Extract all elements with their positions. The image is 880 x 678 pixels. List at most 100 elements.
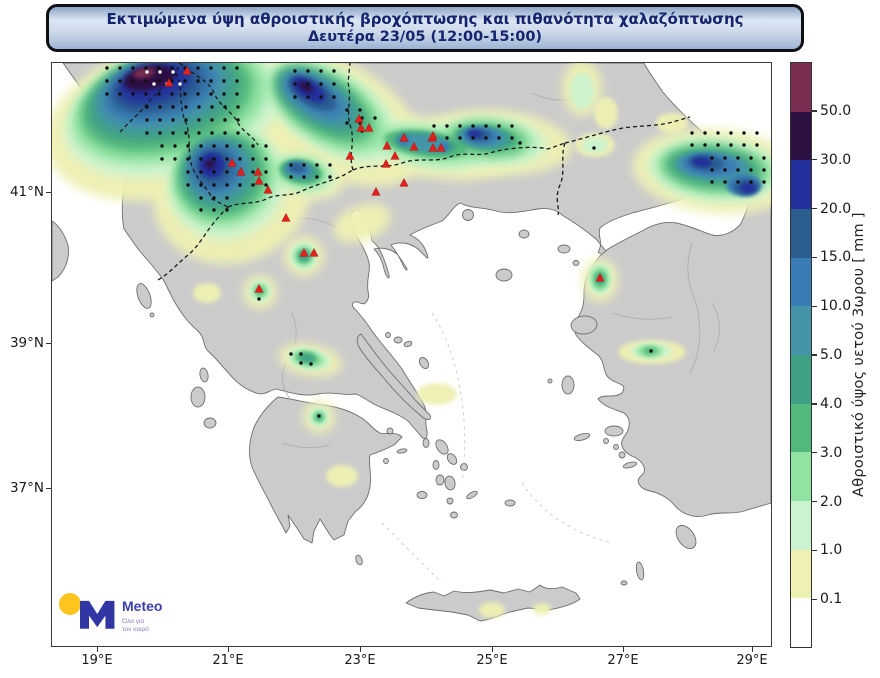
precip-blob bbox=[570, 73, 594, 109]
grid-dot bbox=[736, 156, 739, 159]
grid-dot bbox=[306, 69, 309, 72]
grid-dot bbox=[160, 144, 163, 147]
grid-dot bbox=[332, 69, 335, 72]
grid-dot bbox=[170, 92, 173, 95]
colorbar-segment bbox=[791, 112, 811, 161]
logo-tagline-line1: Όλα για bbox=[121, 618, 144, 625]
grid-dot bbox=[209, 79, 212, 82]
colorbar-tick-mark bbox=[812, 159, 817, 160]
grid-dot bbox=[118, 66, 121, 69]
grid-dot bbox=[171, 105, 174, 108]
extreme-dot bbox=[145, 70, 148, 73]
grid-dot bbox=[497, 124, 500, 127]
grid-dot bbox=[236, 118, 239, 121]
grid-dot bbox=[315, 175, 318, 178]
grid-dot bbox=[703, 143, 706, 146]
grid-dot bbox=[212, 144, 215, 147]
grid-dot bbox=[223, 118, 226, 121]
grid-dot bbox=[289, 163, 292, 166]
grid-dot bbox=[293, 82, 296, 85]
grid-dot bbox=[171, 118, 174, 121]
grid-dot bbox=[199, 170, 202, 173]
grid-dot bbox=[158, 105, 161, 108]
grid-dot bbox=[235, 79, 238, 82]
grid-dot bbox=[196, 66, 199, 69]
grid-dot bbox=[762, 156, 765, 159]
grid-dot bbox=[199, 157, 202, 160]
grid-dot bbox=[212, 183, 215, 186]
grid-dot bbox=[749, 180, 752, 183]
grid-dot bbox=[703, 131, 706, 134]
grid-dot bbox=[518, 141, 521, 144]
grid-dot bbox=[251, 170, 254, 173]
grid-dot bbox=[471, 136, 474, 139]
grid-dot bbox=[212, 170, 215, 173]
longitude-tick-label: 23°E bbox=[336, 653, 384, 668]
grid-dot bbox=[319, 82, 322, 85]
grid-dot bbox=[157, 92, 160, 95]
grid-dot bbox=[306, 95, 309, 98]
logo-tagline-line2: τον καιρό bbox=[122, 625, 149, 633]
map-canvas: Meteo Όλα για τον καιρό bbox=[51, 62, 772, 647]
grid-dot bbox=[690, 131, 693, 134]
grid-dot bbox=[145, 118, 148, 121]
grid-dot bbox=[225, 144, 228, 147]
grid-dot bbox=[131, 79, 134, 82]
grid-dot bbox=[710, 180, 713, 183]
colorbar-tick-mark bbox=[812, 354, 817, 355]
grid-dot bbox=[235, 92, 238, 95]
grid-dot bbox=[236, 105, 239, 108]
colorbar-tick-label: 20.0 bbox=[820, 201, 851, 217]
grid-dot bbox=[328, 175, 331, 178]
longitude-tick-label: 25°E bbox=[468, 653, 516, 668]
grid-dot bbox=[186, 170, 189, 173]
grid-dot bbox=[186, 144, 189, 147]
grid-dot bbox=[212, 208, 215, 211]
grid-dot bbox=[145, 105, 148, 108]
grid-dot bbox=[458, 124, 461, 127]
grid-dot bbox=[251, 183, 254, 186]
precip-blob bbox=[326, 465, 358, 487]
longitude-tick-mark bbox=[623, 647, 624, 652]
grid-dot bbox=[484, 136, 487, 139]
latitude-tick-mark bbox=[46, 343, 51, 344]
longitude-tick-label: 19°E bbox=[73, 653, 121, 668]
colorbar-tick-label: 4.0 bbox=[820, 396, 842, 412]
longitude-tick-mark bbox=[228, 647, 229, 652]
grid-dot bbox=[345, 108, 348, 111]
grid-dot bbox=[592, 146, 595, 149]
greece-weather-map: Meteo Όλα για τον καιρό bbox=[52, 63, 771, 646]
grid-dot bbox=[432, 124, 435, 127]
precip-blob bbox=[193, 283, 221, 303]
grid-dot bbox=[223, 105, 226, 108]
title-banner: Εκτιμώμενα ύψη αθροιστικής βροχόπτωσης κ… bbox=[46, 4, 804, 52]
grid-dot bbox=[306, 82, 309, 85]
grid-dot bbox=[264, 144, 267, 147]
grid-dot bbox=[319, 95, 322, 98]
grid-dot bbox=[649, 349, 652, 352]
map-subtitle-date: Δευτέρα 23/05 (12:00-15:00) bbox=[308, 29, 542, 46]
grid-dot bbox=[105, 92, 108, 95]
grid-dot bbox=[471, 124, 474, 127]
colorbar bbox=[790, 62, 812, 648]
grid-dot bbox=[184, 118, 187, 121]
grid-dot bbox=[319, 69, 322, 72]
longitude-tick-label: 29°E bbox=[728, 653, 776, 668]
logo-circle bbox=[59, 593, 81, 615]
longitude-tick-mark bbox=[752, 647, 753, 652]
grid-dot bbox=[210, 118, 213, 121]
colorbar-tick-label: 0.1 bbox=[820, 591, 842, 607]
grid-dot bbox=[170, 66, 173, 69]
colorbar-tick-mark bbox=[812, 501, 817, 502]
map-title: Εκτιμώμενα ύψη αθροιστικής βροχόπτωσης κ… bbox=[106, 10, 743, 30]
grid-dot bbox=[755, 143, 758, 146]
grid-dot bbox=[144, 92, 147, 95]
grid-dot bbox=[510, 136, 513, 139]
colorbar-tick-mark bbox=[812, 110, 817, 111]
latitude-tick-mark bbox=[46, 488, 51, 489]
grid-dot bbox=[332, 82, 335, 85]
grid-dot bbox=[199, 196, 202, 199]
precip-blob bbox=[656, 113, 688, 133]
colorbar-axis-label: Αθροιστικό ύψος υετού 3ωρου [ mm ] bbox=[851, 62, 877, 648]
grid-dot bbox=[225, 196, 228, 199]
